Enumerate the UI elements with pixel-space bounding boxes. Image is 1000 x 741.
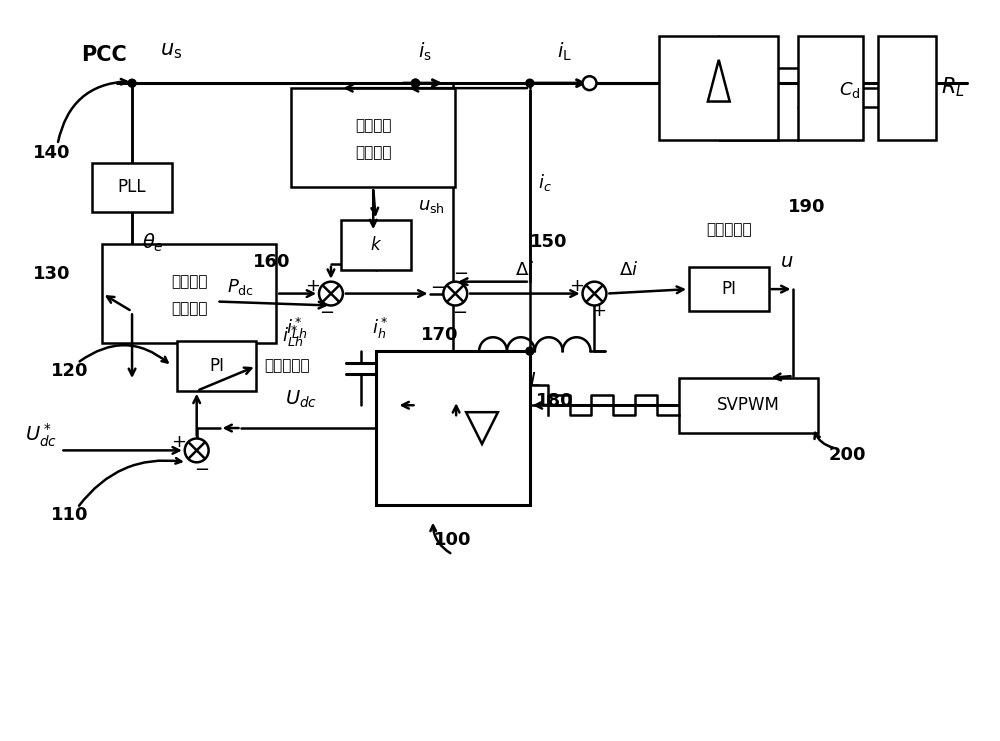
Text: $i_{\rm s}$: $i_{\rm s}$ xyxy=(418,41,432,63)
Text: $u_{\rm sh}$: $u_{\rm sh}$ xyxy=(418,197,445,215)
Text: 150: 150 xyxy=(530,233,567,251)
Circle shape xyxy=(583,76,596,90)
Text: 谐波电压: 谐波电压 xyxy=(355,119,391,133)
Bar xyxy=(376,351,530,505)
Text: 电流控制器: 电流控制器 xyxy=(706,222,752,237)
Text: 170: 170 xyxy=(420,326,458,345)
Text: 110: 110 xyxy=(51,506,88,524)
Text: $u_{\rm s}$: $u_{\rm s}$ xyxy=(160,41,182,62)
Bar xyxy=(679,378,818,433)
Circle shape xyxy=(185,439,209,462)
Text: $-$: $-$ xyxy=(194,459,209,477)
Bar xyxy=(92,162,172,212)
Text: 190: 190 xyxy=(788,199,826,216)
Bar xyxy=(798,36,863,140)
Text: 140: 140 xyxy=(33,144,70,162)
Bar xyxy=(102,244,276,343)
Text: $i_{Lh}^*$: $i_{Lh}^*$ xyxy=(282,323,303,348)
Circle shape xyxy=(526,79,534,87)
Text: $i_c$: $i_c$ xyxy=(538,172,552,193)
Text: 谐波电流: 谐波电流 xyxy=(171,274,207,289)
Bar xyxy=(341,220,411,270)
Text: PI: PI xyxy=(209,357,224,375)
Text: SVPWM: SVPWM xyxy=(717,396,780,414)
Text: 160: 160 xyxy=(253,253,291,270)
Bar xyxy=(291,88,455,187)
Text: 130: 130 xyxy=(33,265,70,283)
Text: $i_h^*$: $i_h^*$ xyxy=(372,316,389,341)
Text: +: + xyxy=(569,276,584,295)
Text: $U_{dc}$: $U_{dc}$ xyxy=(285,389,317,411)
Text: $\Delta i$: $\Delta i$ xyxy=(619,261,639,279)
Text: 200: 200 xyxy=(828,446,866,465)
Text: +: + xyxy=(171,433,186,451)
Text: +: + xyxy=(591,302,606,320)
Circle shape xyxy=(583,282,606,305)
Text: 120: 120 xyxy=(51,362,88,380)
Text: PI: PI xyxy=(721,280,736,298)
Text: PCC: PCC xyxy=(81,45,127,65)
Text: +: + xyxy=(306,276,321,295)
Text: $U_{dc}^*$: $U_{dc}^*$ xyxy=(25,422,57,449)
Text: $\theta_e$: $\theta_e$ xyxy=(142,232,164,254)
Circle shape xyxy=(411,79,419,87)
Text: $u$: $u$ xyxy=(780,252,793,271)
Bar xyxy=(689,267,768,311)
Text: $-$: $-$ xyxy=(453,263,468,281)
Text: $P_{\rm dc}$: $P_{\rm dc}$ xyxy=(227,276,254,296)
Bar xyxy=(177,341,256,391)
Text: $R_L$: $R_L$ xyxy=(941,76,964,99)
Bar xyxy=(659,36,778,140)
Circle shape xyxy=(319,282,343,305)
Circle shape xyxy=(443,282,467,305)
Text: 100: 100 xyxy=(434,531,472,549)
Text: $C_{\rm d}$: $C_{\rm d}$ xyxy=(839,79,860,99)
Text: $-$: $-$ xyxy=(319,302,335,320)
Text: $i_{Lh}^*$: $i_{Lh}^*$ xyxy=(286,316,307,341)
Text: 检测环节: 检测环节 xyxy=(355,145,391,160)
Text: $L$: $L$ xyxy=(529,371,541,390)
Bar xyxy=(878,36,936,140)
Text: PLL: PLL xyxy=(118,179,146,196)
Text: $i_{\rm L}$: $i_{\rm L}$ xyxy=(557,41,572,63)
Text: $-$: $-$ xyxy=(452,302,467,320)
Circle shape xyxy=(411,79,419,87)
Text: $\Delta i$: $\Delta i$ xyxy=(515,261,534,279)
Text: 180: 180 xyxy=(536,392,574,410)
Text: 检测环节: 检测环节 xyxy=(171,301,207,316)
Circle shape xyxy=(128,79,136,87)
Text: $k$: $k$ xyxy=(370,236,382,254)
Text: 电压控制器: 电压控制器 xyxy=(264,359,310,373)
Text: $-$: $-$ xyxy=(430,276,445,295)
Circle shape xyxy=(526,348,534,355)
